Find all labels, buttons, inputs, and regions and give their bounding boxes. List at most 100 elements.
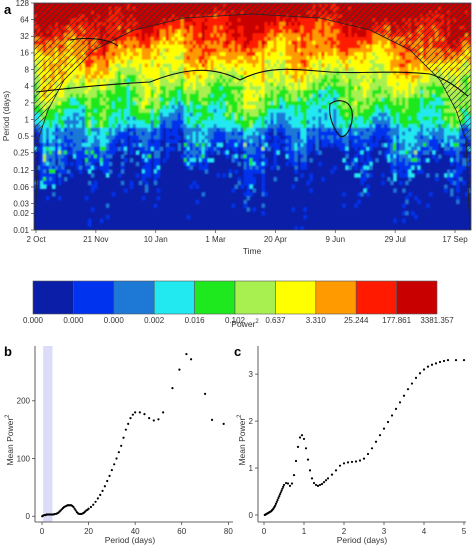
heatmap-cell (174, 116, 179, 121)
heatmap-cell (81, 101, 86, 106)
heatmap-cell (321, 18, 325, 23)
heatmap-cell (156, 116, 161, 121)
heatmap-cell (378, 59, 382, 65)
heatmap-cell (234, 101, 239, 106)
heatmap-cell (324, 29, 328, 34)
heatmap-cell (447, 127, 451, 133)
heatmap-cell (393, 67, 397, 72)
heatmap-cell (246, 44, 251, 49)
heatmap-cell (123, 55, 128, 61)
heatmap-cell (240, 40, 245, 46)
heatmap-cell (231, 78, 236, 84)
heatmap-cell (333, 124, 337, 129)
heatmap-cell (132, 127, 137, 133)
heatmap-cell (51, 101, 56, 106)
heatmap-cell (231, 108, 236, 114)
heatmap-cell (339, 40, 343, 46)
heatmap-cell (228, 108, 233, 114)
heatmap-cell (126, 120, 131, 125)
heatmap-cell (234, 108, 239, 114)
heatmap-cell (339, 101, 343, 106)
heatmap-cell (228, 25, 233, 31)
heatmap-cell (369, 78, 373, 84)
heatmap-cell (282, 29, 287, 34)
heatmap-cell (255, 40, 260, 46)
heatmap-cell (243, 116, 248, 121)
heatmap-cell (108, 97, 113, 102)
heatmap-cell (123, 40, 128, 46)
heatmap-cell (183, 21, 188, 27)
heatmap-cell (120, 37, 125, 42)
heatmap-cell (387, 108, 391, 114)
heatmap-cell (417, 63, 421, 68)
heatmap-cell (411, 52, 415, 57)
heatmap-cell (330, 59, 334, 65)
heatmap-cell (255, 74, 260, 80)
heatmap-cell (303, 112, 307, 118)
heatmap-cell (57, 90, 62, 95)
heatmap-cell (72, 90, 77, 95)
heatmap-cell (300, 33, 304, 38)
heatmap-cell (453, 108, 457, 114)
heatmap-cell (237, 48, 242, 53)
heatmap-cell (459, 127, 463, 133)
heatmap-cell (210, 93, 215, 99)
heatmap-cell (447, 116, 451, 121)
heatmap-cell (333, 40, 337, 46)
heatmap-cell (114, 108, 119, 114)
heatmap-cell (252, 37, 257, 42)
heatmap-cell (90, 101, 95, 106)
heatmap-cell (327, 124, 331, 129)
heatmap-cell (171, 127, 176, 133)
heatmap-cell (105, 97, 110, 102)
heatmap-cell (183, 44, 188, 49)
heatmap-cell (180, 55, 185, 61)
heatmap-cell (54, 108, 59, 114)
heatmap-cell (270, 67, 275, 72)
heatmap-cell (258, 21, 263, 27)
heatmap-cell (105, 74, 110, 80)
heatmap-cell (381, 55, 385, 61)
heatmap-cell (204, 67, 209, 72)
heatmap-cell (165, 48, 170, 53)
heatmap-cell (381, 74, 385, 80)
heatmap-cell (78, 112, 83, 118)
heatmap-cell (192, 127, 197, 133)
heatmap-cell (57, 124, 62, 129)
heatmap-cell (387, 97, 391, 102)
heatmap-cell (159, 44, 164, 49)
heatmap-cell (180, 29, 185, 34)
heatmap-cell (441, 124, 445, 129)
heatmap-cell (39, 127, 44, 133)
heatmap-cell (165, 120, 170, 125)
heatmap-cell (63, 120, 68, 125)
heatmap-cell (210, 116, 215, 121)
heatmap-cell (258, 63, 263, 68)
heatmap-cell (450, 108, 454, 114)
heatmap-cell (267, 124, 272, 129)
heatmap-cell (363, 59, 367, 65)
heatmap-cell (270, 33, 275, 38)
heatmap-cell (312, 21, 316, 27)
heatmap-cell (351, 59, 355, 65)
heatmap-cell (297, 25, 301, 31)
heatmap-cell (270, 48, 275, 53)
heatmap-cell (129, 93, 134, 99)
heatmap-cell (177, 40, 182, 46)
heatmap-cell (270, 14, 275, 19)
heatmap-cell (369, 105, 373, 110)
heatmap-cell (108, 74, 113, 80)
heatmap-cell (150, 48, 155, 53)
heatmap-cell (393, 116, 397, 121)
heatmap-cell (345, 82, 349, 87)
heatmap-cell (306, 63, 310, 68)
heatmap-cell (183, 59, 188, 65)
heatmap-cell (345, 25, 349, 31)
heatmap-cell (159, 63, 164, 68)
heatmap-cell (297, 82, 301, 87)
heatmap-cell (402, 93, 406, 99)
heatmap-cell (159, 78, 164, 84)
heatmap-cell (198, 127, 203, 133)
heatmap-cell (150, 120, 155, 125)
heatmap-cell (147, 40, 152, 46)
